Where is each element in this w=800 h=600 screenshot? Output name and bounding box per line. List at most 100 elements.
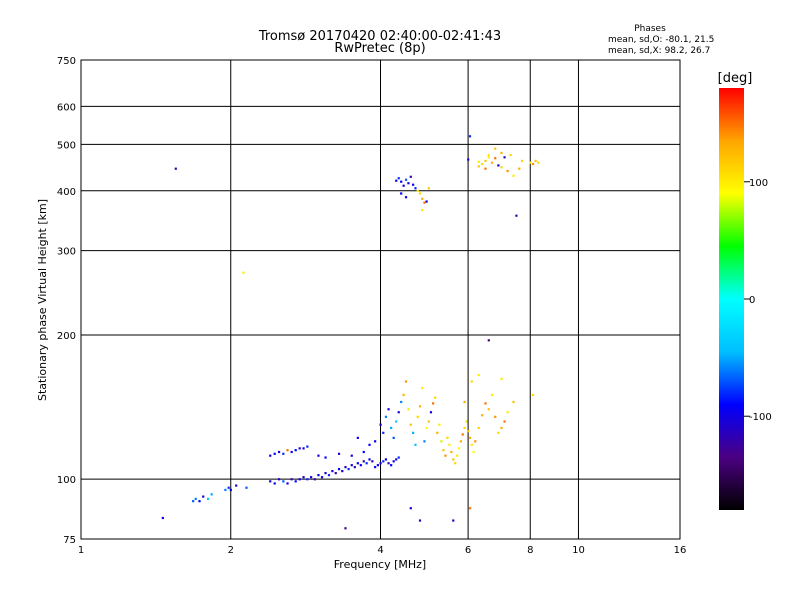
data-point [487,156,490,159]
data-point [227,486,230,489]
data-point [467,158,470,161]
data-point [298,478,301,481]
data-point [461,433,464,436]
data-point [487,339,490,342]
data-point [487,408,490,411]
data-point [379,423,382,426]
data-point [500,151,503,155]
colorbar-label: [deg] [718,71,753,86]
data-point [534,159,537,162]
data-point [418,192,422,195]
data-point [362,460,365,463]
data-point [429,411,433,414]
data-point [384,458,388,461]
stats-line-o: mean, sd,O: -80.1, 21.5 [608,35,714,45]
chart-subtitle: RwPretec (8p) [334,41,425,56]
data-point [436,431,439,434]
data-point [397,411,400,414]
data-point [531,162,535,166]
data-point [206,497,210,500]
data-point [294,449,297,452]
data-point [310,476,313,479]
data-point [392,460,395,463]
data-point [365,462,368,465]
data-point [463,400,466,404]
data-point [450,450,453,454]
data-point [421,208,424,212]
data-point [161,516,164,520]
data-point [434,396,437,399]
y-tick-label: 500 [57,140,76,151]
data-point [353,466,356,469]
data-point [350,454,353,457]
data-point [368,458,371,461]
data-point [374,466,377,469]
data-point [397,177,400,180]
data-point [409,423,412,426]
data-point [387,462,390,465]
data-point [282,480,285,483]
data-point [425,426,428,430]
data-point [402,184,405,187]
x-tick-label: 6 [465,545,471,556]
data-point [494,157,497,160]
data-point [520,159,524,162]
data-point [412,183,415,186]
data-point [390,464,393,467]
data-point [490,393,494,397]
data-point [324,472,327,475]
data-point [273,482,276,485]
data-point [313,478,316,481]
data-point [477,373,480,377]
data-point [404,380,408,383]
data-point [298,447,301,450]
data-point [477,160,480,163]
colorbar-tick-label: 100 [749,178,768,189]
colorbar-tick-label: 0 [749,295,755,306]
data-point [452,458,455,461]
data-point [418,519,422,522]
data-point [286,449,289,452]
data-point [452,519,455,522]
data-point [442,449,445,452]
data-point [484,159,487,162]
data-point [407,182,410,185]
data-point [500,426,503,430]
data-point [474,440,477,443]
data-point [427,187,430,190]
data-point [418,405,422,408]
data-point [382,460,385,463]
data-point [423,201,426,204]
data-point [497,164,500,167]
chart-title: Tromsø 20170420 02:40:00-02:41:43 [258,29,501,44]
data-point [414,187,417,190]
data-point [407,408,410,411]
data-point [409,175,412,178]
data-point [235,484,238,487]
x-tick-label: 2 [228,545,234,556]
data-point [224,488,227,492]
y-tick-label: 750 [57,56,76,67]
y-axis-label: Stationary phase Virtual Height [km] [36,199,49,401]
data-point [337,468,341,471]
data-point [421,197,424,200]
data-point [376,464,379,467]
data-point [494,415,497,418]
data-point [425,200,428,203]
data-point [509,154,512,157]
y-tick-label: 200 [57,331,76,342]
data-point [294,480,297,483]
data-point [503,156,506,159]
data-point [400,192,403,195]
data-point [487,154,490,157]
data-point [537,161,540,164]
data-point [174,167,177,170]
data-point [379,462,382,465]
data-point [350,464,353,467]
y-tick-label: 75 [63,535,76,546]
data-point [362,450,365,454]
data-point [302,447,305,450]
data-point [404,196,408,199]
data-point [290,478,293,481]
data-point [277,450,281,454]
